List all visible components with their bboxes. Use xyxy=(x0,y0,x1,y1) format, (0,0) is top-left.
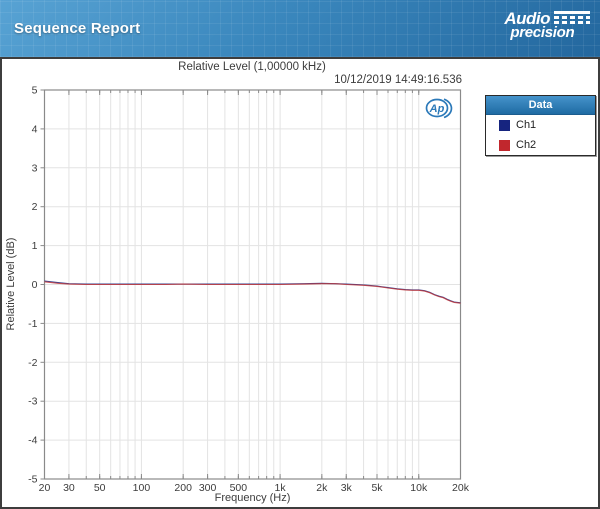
svg-text:2k: 2k xyxy=(316,482,328,494)
report-header: Sequence Report Audio precision xyxy=(0,0,600,57)
report-content: Relative Level (1,00000 kHz) 10/12/2019 … xyxy=(0,57,600,509)
svg-text:500: 500 xyxy=(230,482,248,494)
level-vs-frequency-chart: 20 30 50 100 200 300 500 1k 2k 3k 5k 10k 20k 5 4 3 2 1 0 -1… xyxy=(28,85,470,495)
svg-text:Ap: Ap xyxy=(429,103,445,115)
svg-text:20k: 20k xyxy=(452,482,470,494)
svg-text:2: 2 xyxy=(32,201,38,213)
legend-panel: Data Ch1 Ch2 xyxy=(485,95,596,156)
svg-text:10k: 10k xyxy=(410,482,428,494)
svg-text:300: 300 xyxy=(199,482,217,494)
chart-title: Relative Level (1,00000 kHz) xyxy=(178,61,326,73)
svg-text:5k: 5k xyxy=(371,482,383,494)
svg-text:30: 30 xyxy=(63,482,75,494)
legend-item-label: Ch2 xyxy=(516,139,537,151)
svg-text:50: 50 xyxy=(94,482,106,494)
svg-text:200: 200 xyxy=(174,482,192,494)
svg-text:100: 100 xyxy=(133,482,151,494)
svg-text:-4: -4 xyxy=(28,435,37,447)
ap-watermark-icon: Ap xyxy=(422,96,456,127)
x-axis-label: Frequency (Hz) xyxy=(214,492,291,504)
legend-item-ch2: Ch2 xyxy=(486,135,595,155)
svg-text:4: 4 xyxy=(32,123,38,135)
legend-item-ch1: Ch1 xyxy=(486,115,595,135)
svg-text:0: 0 xyxy=(32,279,38,291)
logo-bars-icon xyxy=(554,11,590,26)
svg-text:-5: -5 xyxy=(28,474,37,486)
logo-word-precision: precision xyxy=(510,24,575,41)
svg-text:-1: -1 xyxy=(28,318,37,330)
ch1-color-swatch xyxy=(499,119,510,131)
svg-text:1k: 1k xyxy=(275,482,287,494)
logo-word-audio: Audio xyxy=(504,9,550,28)
svg-text:3: 3 xyxy=(32,162,38,174)
svg-text:3k: 3k xyxy=(341,482,353,494)
page-title: Sequence Report xyxy=(14,19,141,37)
svg-text:1: 1 xyxy=(32,240,38,252)
svg-text:-2: -2 xyxy=(28,357,37,369)
legend-title: Data xyxy=(486,96,595,115)
svg-text:-3: -3 xyxy=(28,396,37,408)
ch2-color-swatch xyxy=(499,139,510,151)
svg-text:5: 5 xyxy=(32,85,38,97)
audio-precision-logo: Audio precision xyxy=(504,10,590,40)
legend-item-label: Ch1 xyxy=(516,119,537,131)
chart-timestamp: 10/12/2019 14:49:16.536 xyxy=(334,74,462,86)
svg-text:20: 20 xyxy=(39,482,51,494)
